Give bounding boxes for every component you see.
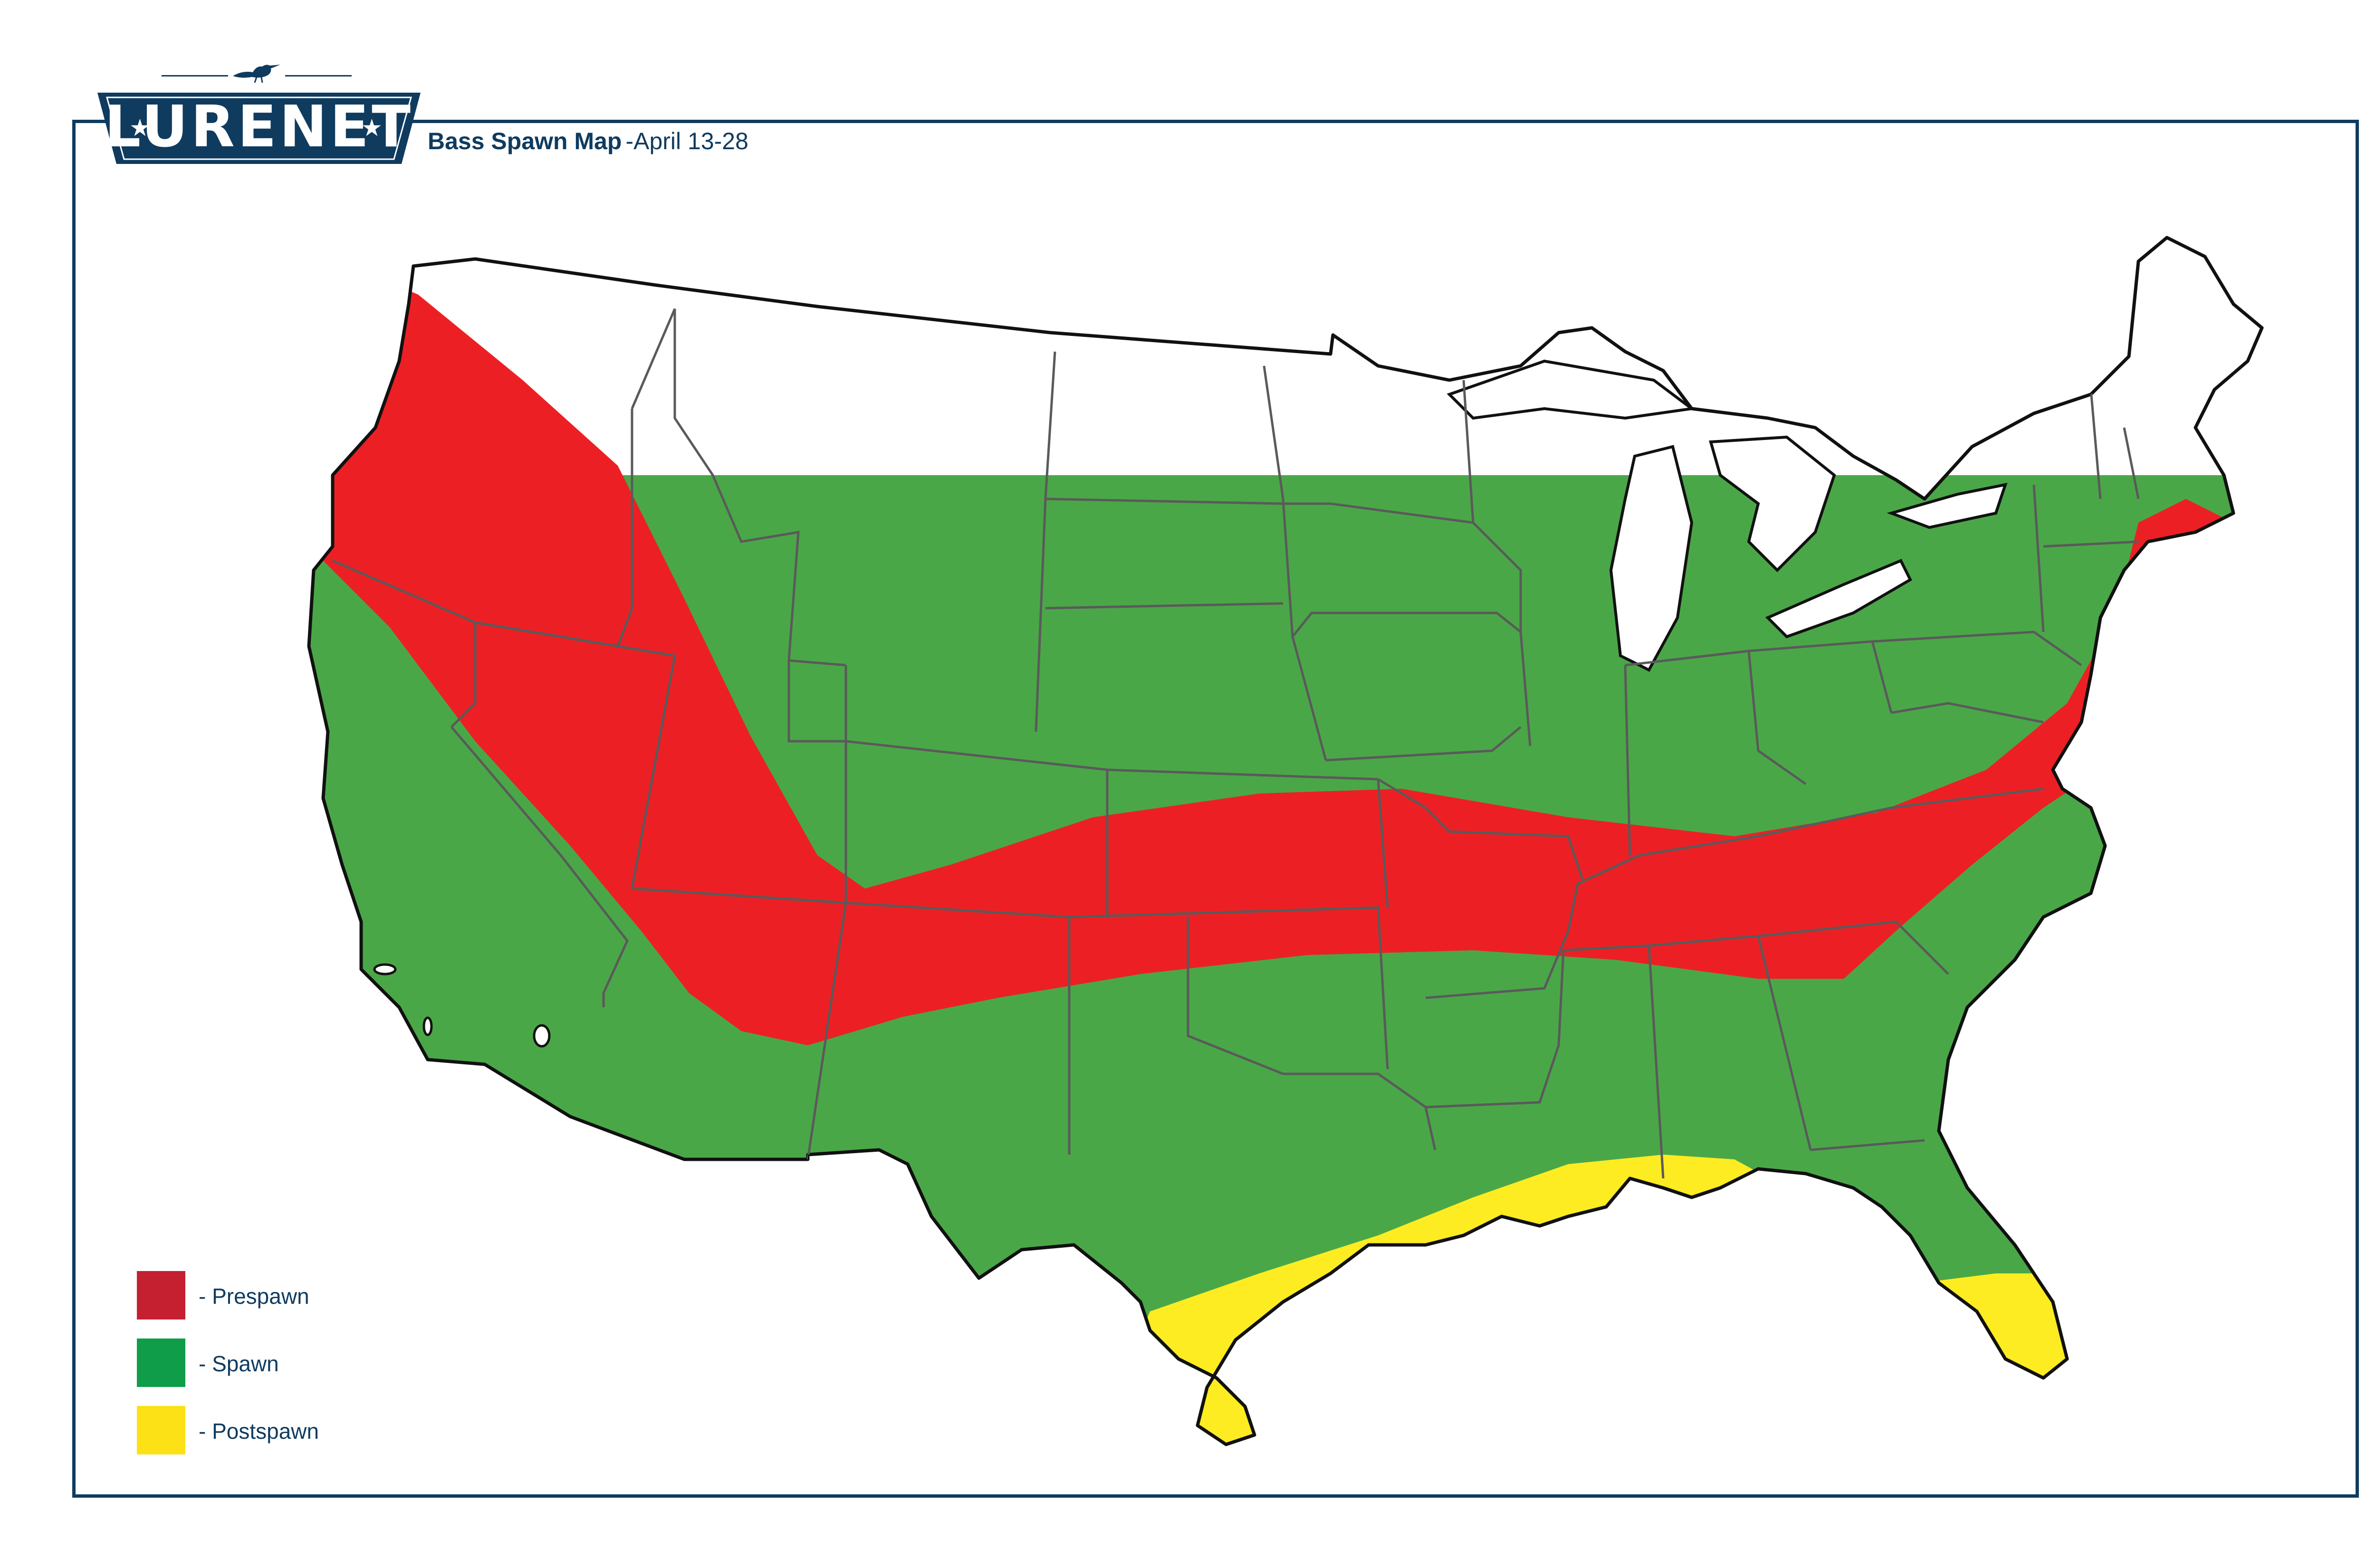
- islands: [373, 963, 551, 1048]
- legend-swatch-spawn: [137, 1339, 185, 1387]
- title-dates: -April 13-28: [625, 128, 748, 154]
- title-main: Bass Spawn Map: [428, 128, 622, 154]
- zone-prespawn: [309, 238, 2233, 1045]
- logo-banner: [97, 93, 421, 164]
- zone-postspawn-florida: [1920, 1273, 2081, 1406]
- brand-name: LURENET: [104, 94, 414, 160]
- star-icon: ★: [361, 114, 383, 142]
- logo-rule-left: [162, 75, 228, 76]
- lake-erie: [1765, 559, 1912, 639]
- map-frame: [72, 120, 2359, 1498]
- lake-huron: [1709, 435, 1836, 573]
- legend-item-prespawn: - Prespawn: [137, 1271, 469, 1320]
- star-icon: ★: [129, 114, 151, 142]
- legend-item-postspawn: - Postspawn: [137, 1406, 469, 1455]
- lake-superior: [1447, 359, 1696, 420]
- legend-label: - Prespawn: [199, 1284, 309, 1309]
- legend-item-spawn: - Spawn: [137, 1339, 469, 1388]
- great-lakes: [1447, 359, 2008, 672]
- lake-michigan: [1609, 445, 1694, 672]
- legend-swatch-prespawn: [137, 1271, 185, 1319]
- legend-label: - Spawn: [199, 1351, 279, 1376]
- logo-rule-right: [285, 75, 352, 76]
- bird-icon: [233, 65, 280, 83]
- legend-label: - Postspawn: [199, 1419, 319, 1444]
- map-title: Bass Spawn Map -April 13-28: [428, 127, 748, 155]
- lake-ontario: [1887, 483, 2008, 529]
- state-borders: [332, 308, 2140, 1179]
- legend-swatch-postspawn: [137, 1406, 185, 1454]
